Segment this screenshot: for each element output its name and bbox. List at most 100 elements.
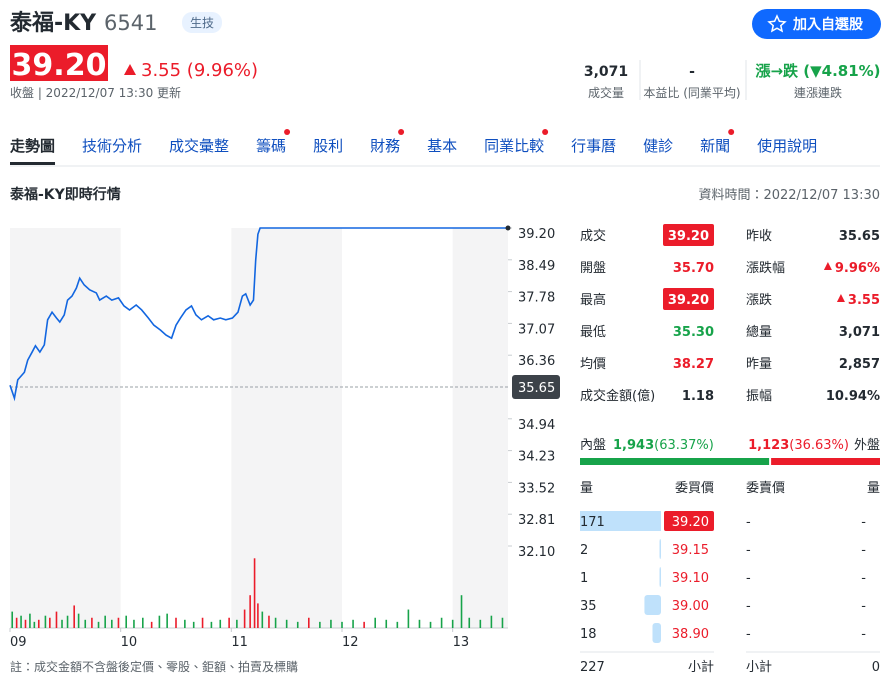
- tab-notification-dot: [398, 129, 405, 135]
- stat-value: 漲→跌 (▼4.81%): [755, 62, 880, 80]
- y-tick-label: 39.20: [518, 227, 555, 242]
- volume-bar: [142, 617, 144, 628]
- volume-bar: [15, 617, 18, 628]
- inner-percent: (63.37%): [654, 438, 714, 453]
- volume-bar: [396, 621, 399, 628]
- quote-value: 10.94%: [826, 389, 880, 404]
- volume-bar: [429, 621, 432, 628]
- subtotal-bid-label: 小計: [688, 659, 714, 675]
- volume-bar: [418, 619, 421, 628]
- tab-notification-dot: [542, 129, 549, 135]
- volume-bar: [268, 615, 270, 628]
- bid-price: 39.00: [672, 599, 709, 614]
- inner-value: 1,943: [613, 438, 654, 453]
- volume-bar: [253, 558, 256, 628]
- volume-bar: [29, 613, 31, 628]
- quote-label: 最高: [580, 292, 606, 308]
- tab[interactable]: 走勢圖: [10, 137, 55, 155]
- tab[interactable]: 行事曆: [571, 137, 616, 155]
- stock-code: 6541: [104, 11, 157, 35]
- volume-bar: [352, 619, 354, 628]
- bid-volume: 1: [580, 571, 588, 586]
- ask-price: -: [746, 543, 751, 558]
- tab[interactable]: 財務: [370, 137, 400, 155]
- volume-bar: [261, 611, 264, 628]
- quote-value: 38.27: [673, 357, 714, 372]
- tab[interactable]: 技術分析: [82, 137, 142, 155]
- y-tick-label: 32.10: [518, 545, 555, 560]
- volume-bar: [363, 621, 365, 628]
- volume-bar: [55, 611, 58, 628]
- bid-price: 39.10: [672, 571, 709, 586]
- price: 39.20: [12, 48, 107, 83]
- tab[interactable]: 新聞: [700, 137, 730, 155]
- x-tick-label: 10: [121, 635, 138, 650]
- volume-bar: [460, 595, 463, 628]
- subtotal-ask-label: 小計: [746, 659, 772, 675]
- volume-bar: [479, 619, 482, 628]
- tab-notification-dot: [284, 129, 291, 135]
- volume-bar: [201, 617, 204, 628]
- volume-bar: [66, 615, 69, 628]
- bid-price: 38.90: [672, 627, 709, 642]
- y-tick-label: 37.78: [518, 291, 555, 306]
- volume-bar: [73, 605, 75, 628]
- quote-label: 昨收: [746, 229, 772, 244]
- volume-bar: [274, 617, 277, 628]
- volume-bar: [501, 617, 504, 628]
- order-book-header: 委賣價: [746, 481, 785, 496]
- tab[interactable]: 健診: [643, 137, 673, 155]
- volume-bar: [37, 619, 40, 628]
- stat-label: 成交量: [588, 85, 624, 100]
- volume-bar: [228, 617, 230, 628]
- stat-value: -: [689, 64, 695, 80]
- quote-label: 成交金額(億): [580, 388, 655, 404]
- quote-label: 均價: [580, 357, 606, 372]
- tag-label[interactable]: 生技: [190, 16, 214, 30]
- subtotal-ask-volume: 0: [872, 660, 880, 675]
- session-band: [10, 228, 121, 628]
- bid-price: 39.20: [672, 515, 709, 530]
- quote-label: 漲跌: [746, 292, 772, 308]
- bid-price: 39.15: [672, 543, 709, 558]
- stat-label: 連漲連跌: [794, 85, 842, 100]
- volume-bar: [20, 615, 22, 628]
- volume-bar: [257, 603, 259, 628]
- volume-bar: [104, 615, 106, 628]
- tab[interactable]: 籌碼: [256, 137, 286, 155]
- tab[interactable]: 股利: [313, 137, 343, 155]
- value-box: [663, 224, 714, 246]
- volume-bar: [49, 617, 51, 628]
- star-icon[interactable]: [767, 14, 787, 33]
- quote-label: 成交: [580, 228, 606, 244]
- watchlist-button[interactable]: [752, 9, 881, 39]
- ask-price: -: [746, 627, 751, 642]
- volume-bar: [490, 615, 493, 628]
- bid-volume-bar: [580, 511, 661, 531]
- outer-label: 外盤: [854, 438, 880, 453]
- quote-value: 1.18: [682, 389, 714, 404]
- tag-pill[interactable]: [182, 12, 222, 33]
- tab[interactable]: 同業比較: [484, 137, 544, 155]
- quote-value: 39.20: [668, 293, 709, 308]
- volume-bar: [125, 615, 127, 628]
- watchlist-button-label[interactable]: 加入自選股: [792, 16, 863, 33]
- volume-bar: [91, 617, 93, 628]
- volume-bar: [158, 615, 161, 628]
- tab[interactable]: 成交彙整: [169, 137, 229, 155]
- tab[interactable]: 基本: [427, 137, 457, 155]
- ask-volume: -: [861, 543, 866, 558]
- price-change: 3.55 (9.96%): [141, 60, 258, 81]
- section-title: 泰福-KY即時行情: [9, 186, 121, 203]
- volume-bar: [296, 621, 299, 628]
- inner-label: 內盤: [580, 438, 606, 453]
- subtotal-bid-volume: 227: [580, 660, 605, 675]
- data-time: 資料時間：2022/12/07 13:30: [698, 188, 880, 203]
- volume-bar: [219, 619, 222, 628]
- tab[interactable]: 使用說明: [757, 137, 817, 155]
- volume-bar: [385, 619, 388, 628]
- volume-bar: [374, 617, 376, 628]
- quote-label: 總量: [746, 324, 772, 340]
- x-tick-label: 13: [453, 635, 470, 650]
